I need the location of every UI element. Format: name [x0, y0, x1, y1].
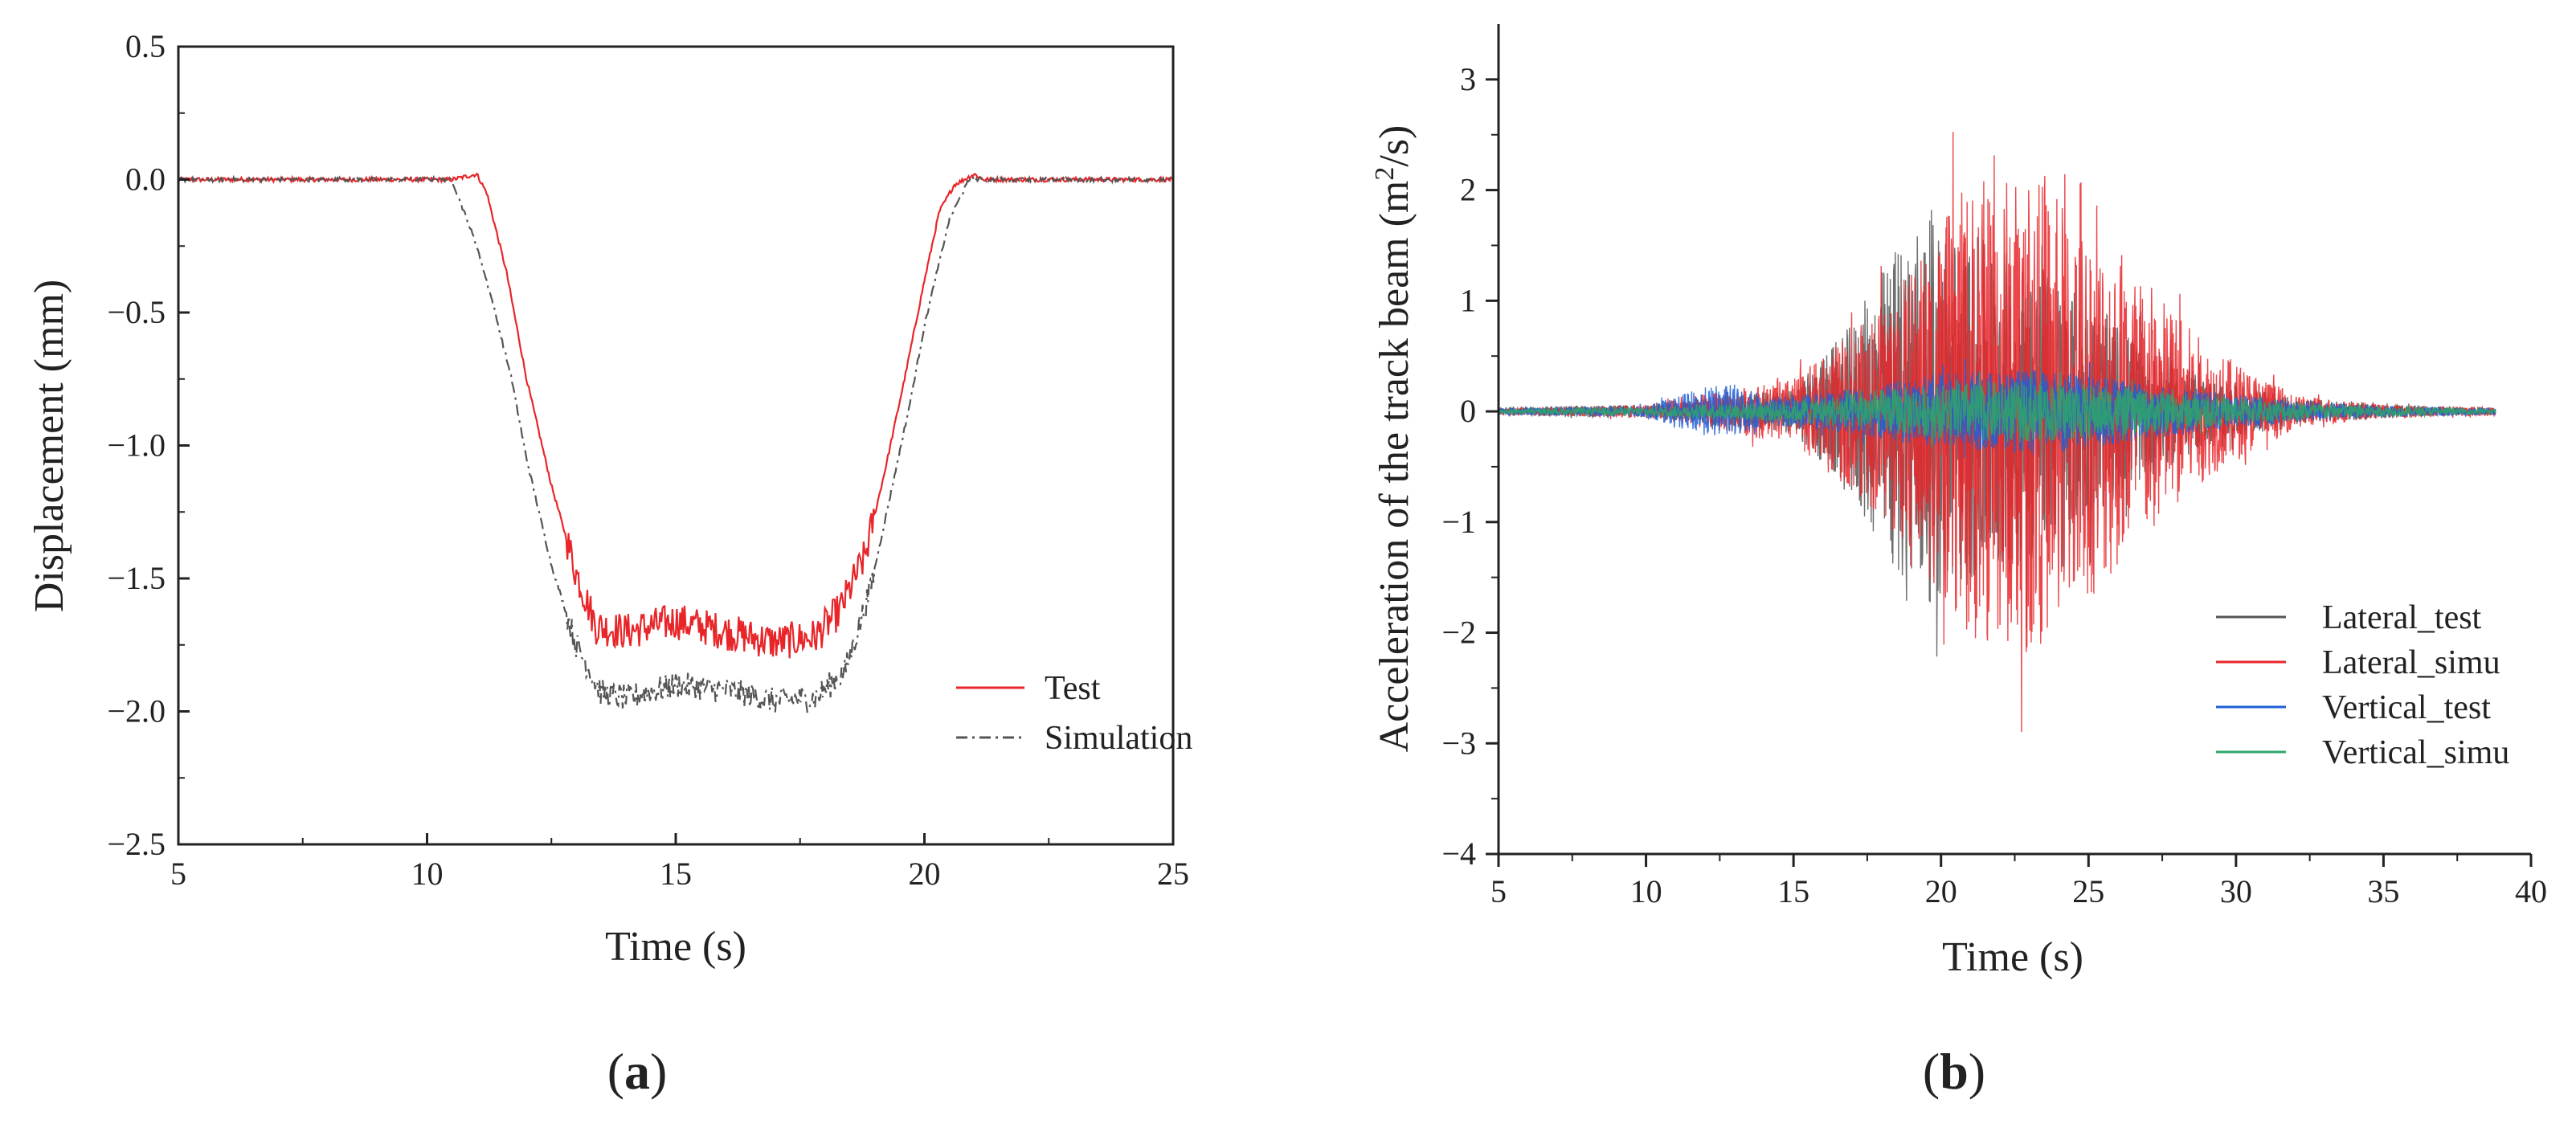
- series-line-test: [178, 172, 1174, 659]
- panel-a-xlabel: Time (s): [605, 924, 746, 970]
- panel-b-ytick-label: −1: [1441, 504, 1476, 540]
- panel-a-ylabel: Displacement (mm): [27, 280, 72, 612]
- panel-a-series-group: [178, 172, 1174, 713]
- panel-b-series-group: [1498, 132, 2496, 733]
- panel-a-ytick-label: −2.5: [107, 826, 166, 862]
- legend-label-simulation: Simulation: [1045, 720, 1192, 757]
- panel-b-ytick-label: −4: [1441, 836, 1476, 872]
- panel-a-xtick-label: 20: [909, 856, 941, 892]
- panel-b-xtick-label: 30: [2220, 873, 2252, 909]
- panel-a-xtick-label: 15: [660, 856, 692, 892]
- panel-b-ytick-label: 2: [1460, 172, 1476, 208]
- legend-label-vertical-simu: Vertical_simu: [2322, 734, 2509, 771]
- panel-b-ticks: 5 10 15 20 25 30 35 40 −4 −3 −2 −1 0 1 2 3: [1441, 61, 2547, 909]
- panel-b-xtick-label: 5: [1490, 873, 1507, 909]
- panel-a-ytick-label: −2.0: [107, 693, 166, 729]
- panel-a-xtick-label: 10: [411, 856, 444, 892]
- panel-a-frame: [177, 45, 1175, 846]
- panel-a-ticks: 5 10 15 20 25 0.5 0.0 −0.5 −1.0 −1.5 −2.0 −2.5: [107, 28, 1189, 892]
- series-line-vertical-simu: [1498, 370, 2496, 448]
- panel-a-ytick-label: −1.5: [107, 560, 166, 596]
- panel-b-ytick-label: 0: [1460, 393, 1476, 429]
- panel-a-ytick-label: −0.5: [107, 294, 166, 330]
- panel-b-ytick-label: −3: [1441, 725, 1476, 761]
- panel-b-xtick-label: 20: [1925, 873, 1957, 909]
- series-line-simulation: [178, 174, 1174, 713]
- panel-b-ytick-label: 1: [1460, 282, 1476, 318]
- panel-b-xtick-label: 15: [1777, 873, 1809, 909]
- panel-a-ytick-label: 0.0: [125, 161, 166, 198]
- panel-b-xtick-label: 10: [1630, 873, 1662, 909]
- legend-label-vertical-test: Vertical_test: [2322, 689, 2491, 726]
- panel-b-chart: 5 10 15 20 25 30 35 40 −4 −3 −2 −1 0 1 2 3 Time (s) Acc…: [1370, 24, 2547, 1100]
- legend-label-lateral-simu: Lateral_simu: [2322, 644, 2500, 681]
- panel-b-xlabel: Time (s): [1942, 934, 2083, 980]
- panel-b-ylabel: Acceleration of the track beam (m2/s): [1370, 125, 1417, 753]
- panel-b-label: (b): [1923, 1043, 1985, 1100]
- panel-b-ytick-label: −2: [1441, 615, 1476, 651]
- panel-a-legend: Test Simulation: [956, 670, 1192, 757]
- legend-label-lateral-test: Lateral_test: [2322, 599, 2482, 636]
- panel-b-xtick-label: 25: [2072, 873, 2104, 909]
- panel-a-xtick-label: 5: [170, 856, 186, 892]
- panel-a-xtick-label: 25: [1157, 856, 1189, 892]
- panel-a-ytick-label: 0.5: [125, 28, 166, 64]
- panel-b-legend: Lateral_test Lateral_simu Vertical_test …: [2216, 599, 2509, 771]
- panel-a-chart: 5 10 15 20 25 0.5 0.0 −0.5 −1.0 −1.5 −2.0 −2.5 Time…: [27, 28, 1192, 1100]
- panel-a-ytick-label: −1.0: [107, 427, 166, 464]
- panel-b-xtick-label: 35: [2367, 873, 2399, 909]
- panel-b-xtick-label: 40: [2515, 873, 2547, 909]
- panel-a-label: (a): [607, 1043, 668, 1100]
- panel-b-ytick-label: 3: [1460, 61, 1476, 97]
- legend-label-test: Test: [1045, 670, 1101, 707]
